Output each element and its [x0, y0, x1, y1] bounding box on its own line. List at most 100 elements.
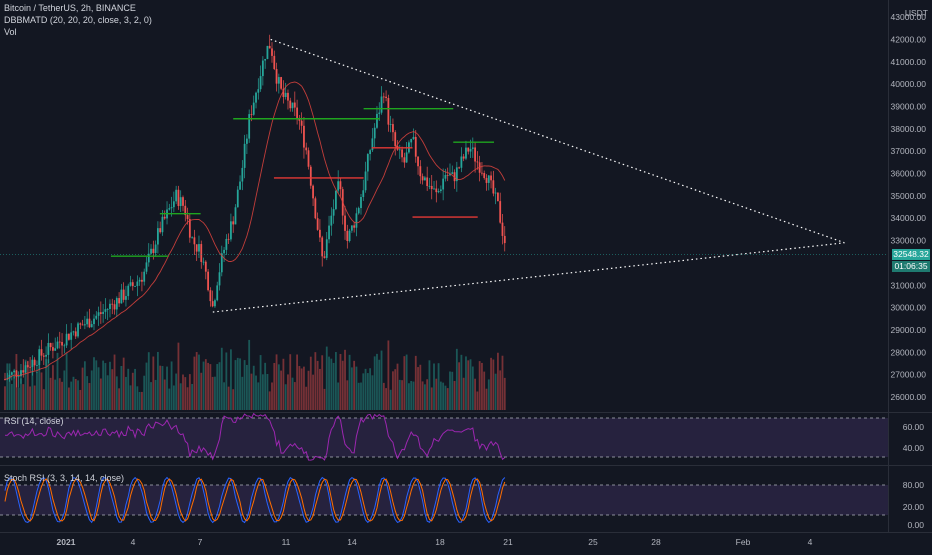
candle-body	[264, 58, 267, 61]
volume-bar	[408, 383, 410, 410]
price-tick-label: 31000.00	[891, 280, 927, 290]
volume-bar	[460, 354, 463, 410]
candle-body	[93, 318, 95, 325]
price-tick-label: 29000.00	[891, 325, 927, 335]
candle-body	[403, 157, 406, 163]
volume-bar	[175, 373, 178, 410]
volume-bar	[298, 366, 301, 410]
volume-bar	[195, 352, 198, 410]
candle-body	[223, 249, 225, 254]
volume-bar	[67, 387, 70, 410]
volume-bar	[323, 388, 326, 410]
rsi-tick-60: 60.00	[902, 422, 924, 432]
volume-bar	[387, 340, 390, 410]
volume-bar	[257, 382, 260, 410]
candle-body	[52, 347, 54, 351]
candle-body	[214, 300, 216, 307]
candle-body	[293, 102, 296, 108]
volume-bar	[193, 356, 196, 410]
candle-body	[268, 45, 271, 49]
volume-bar	[350, 367, 353, 410]
symbol-legend[interactable]: Bitcoin / TetherUS, 2h, BINANCE	[4, 3, 136, 13]
candle-body	[97, 312, 100, 316]
candle-body	[428, 185, 431, 187]
volume-bar	[259, 355, 262, 410]
candle-body	[376, 113, 378, 128]
price-tick-label: 38000.00	[891, 124, 927, 134]
candle-body	[13, 370, 16, 373]
candle-body	[497, 192, 499, 202]
volume-bar	[334, 352, 337, 410]
volume-bar	[337, 382, 340, 410]
candle-body	[177, 189, 180, 207]
candle-body	[72, 331, 75, 333]
volume-bar	[451, 371, 454, 410]
candle-body	[102, 311, 105, 314]
volume-bar	[154, 379, 157, 410]
candle-body	[20, 370, 22, 377]
candle-body	[168, 208, 171, 210]
volume-bar	[31, 363, 34, 410]
candle-body	[499, 201, 502, 223]
candle-body	[373, 127, 376, 139]
volume-bar	[29, 386, 32, 410]
volume-bar	[52, 365, 54, 410]
price-tick-label: 36000.00	[891, 169, 927, 179]
volume-bar	[58, 378, 61, 410]
volume-bar	[214, 376, 216, 410]
candle-body	[421, 176, 424, 181]
volume-bar	[330, 358, 333, 410]
candle-body	[433, 188, 435, 190]
volume-bar	[360, 382, 362, 410]
volume-bar	[264, 362, 267, 410]
volume-bar	[161, 366, 164, 410]
candle-body	[61, 341, 63, 346]
candle-body	[115, 298, 118, 310]
volume-bar	[49, 377, 52, 410]
candle-body	[423, 177, 426, 181]
volume-bar	[467, 360, 470, 410]
last-price-tag: 32548.32	[892, 249, 930, 260]
candle-body	[314, 198, 317, 219]
volume-bar	[373, 356, 376, 410]
rsi-legend[interactable]: RSI (14, close)	[4, 416, 64, 426]
candle-body	[485, 177, 488, 183]
volume-bar	[439, 381, 442, 410]
volume-bar	[150, 382, 152, 410]
volume-bar	[455, 348, 458, 410]
volume-bar	[492, 359, 495, 410]
time-tick-label: 21	[503, 537, 513, 547]
volume-bar	[77, 380, 79, 410]
volume-bar	[241, 376, 244, 410]
candle-body	[255, 92, 257, 103]
support-resistance-levels	[110, 107, 494, 257]
indicator-legend[interactable]: DBBMATD (20, 20, 20, close, 3, 2, 0)	[4, 15, 152, 25]
volume-bar	[239, 358, 241, 410]
volume-bar	[65, 352, 68, 410]
candle-body	[138, 279, 141, 282]
candle-body	[303, 125, 305, 148]
stoch-legend[interactable]: Stoch RSI (3, 3, 14, 14, close)	[4, 473, 125, 483]
candle-body	[239, 181, 241, 190]
time-tick-label: 18	[435, 537, 445, 547]
volume-bar	[45, 359, 47, 410]
volume-bar	[141, 391, 143, 410]
candle-body	[95, 315, 98, 319]
candle-body	[54, 348, 57, 351]
volume-bar	[497, 352, 499, 410]
candle-body	[460, 156, 463, 168]
volume-bar	[341, 360, 344, 410]
volume-bar	[97, 367, 100, 410]
volume-legend[interactable]: Vol	[4, 27, 17, 37]
volume-bar	[47, 359, 50, 410]
price-tick-label: 33000.00	[891, 236, 927, 246]
candle-body	[339, 181, 342, 190]
candle-body	[378, 112, 381, 114]
candle-body	[284, 92, 287, 97]
candle-body	[141, 279, 143, 282]
volume-bar	[268, 391, 271, 410]
volume-bar	[385, 388, 387, 410]
volume-bar	[396, 363, 399, 410]
